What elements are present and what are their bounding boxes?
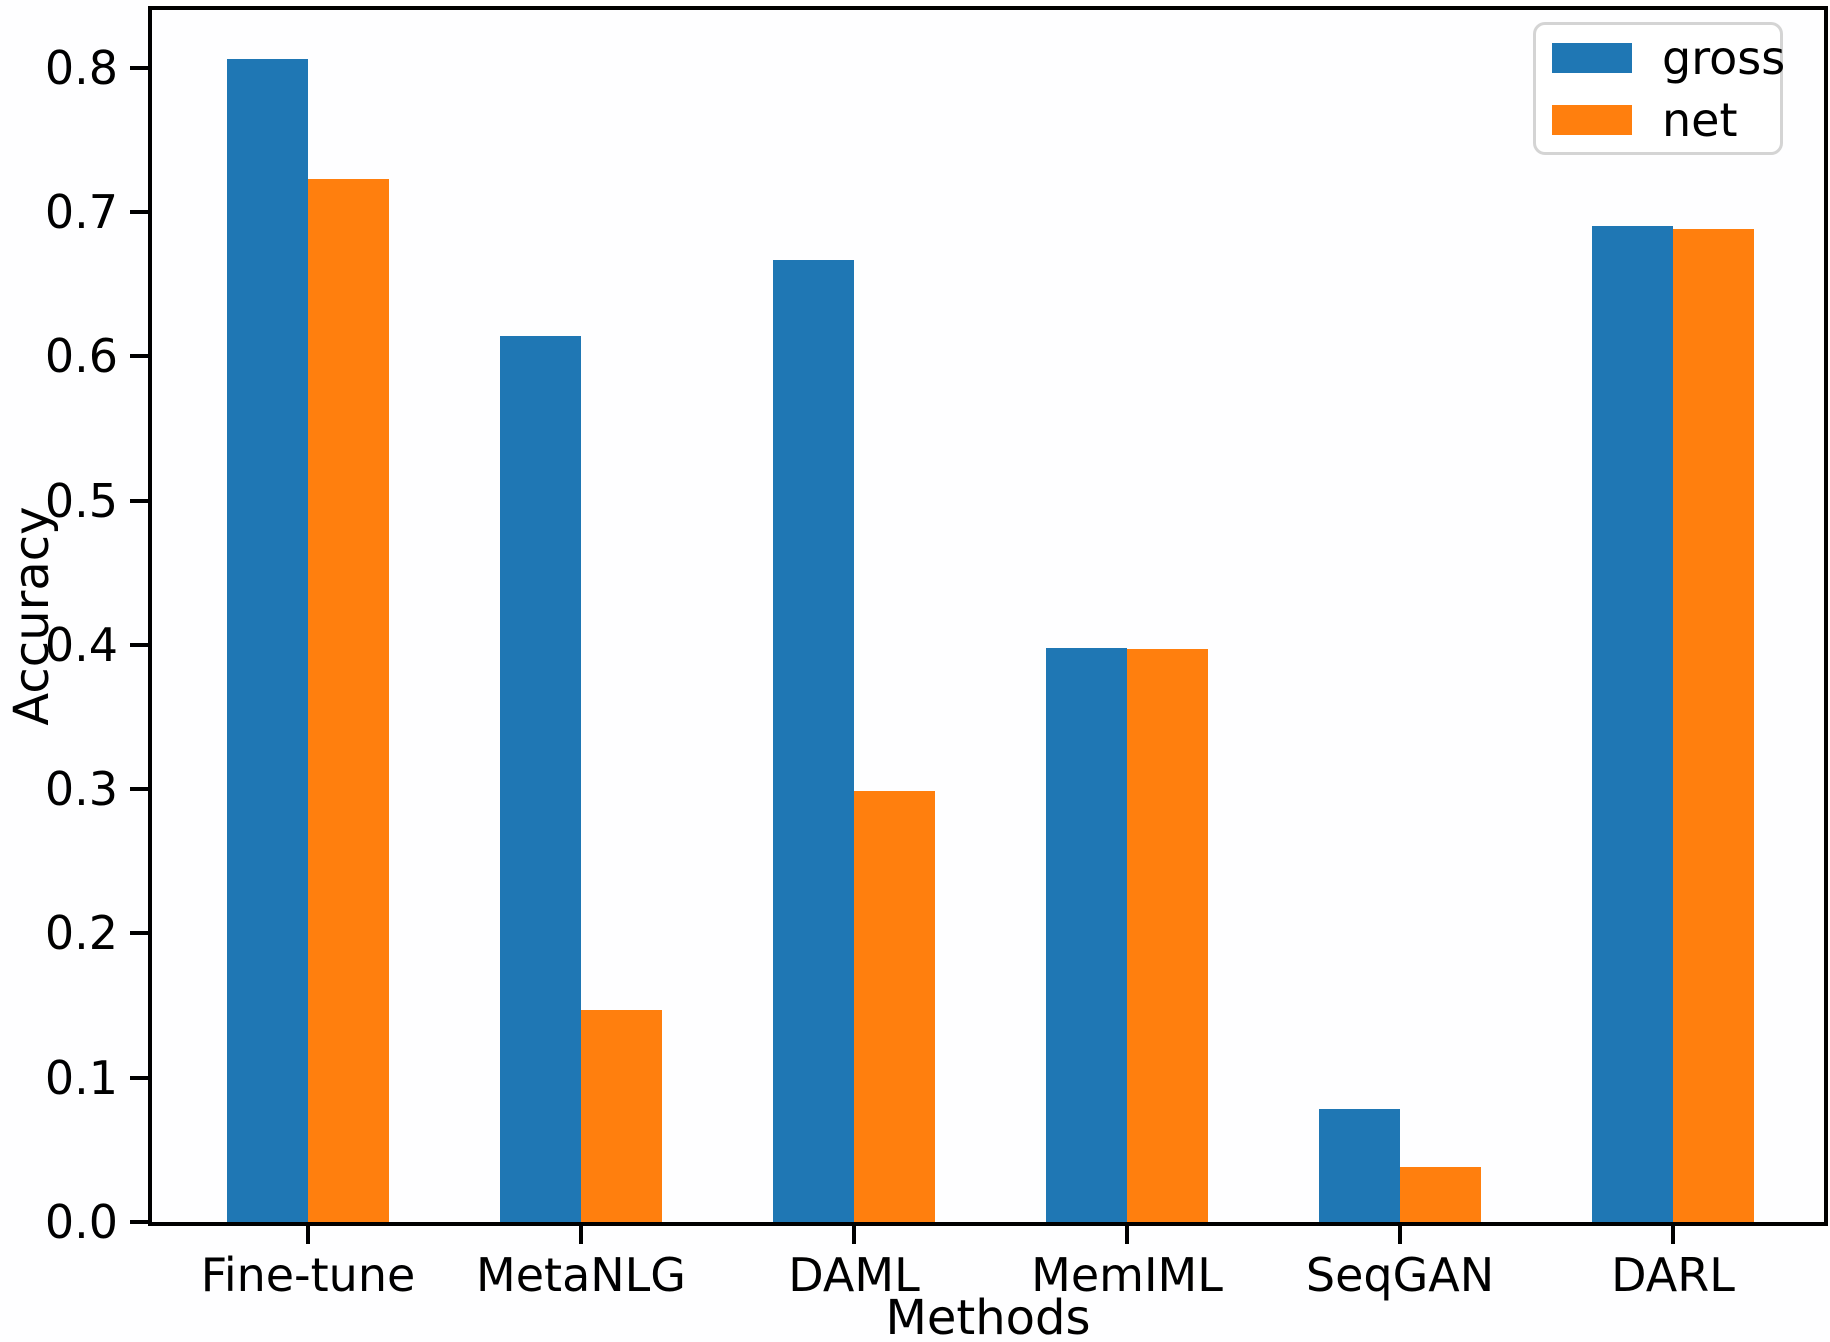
y-tick [130, 931, 148, 935]
bar-gross-daml [773, 260, 854, 1222]
y-tick-label: 0.4 [44, 618, 118, 672]
x-tick-label-fine-tune: Fine-tune [200, 1248, 416, 1302]
x-tick [306, 1226, 310, 1244]
x-tick-label-darl: DARL [1611, 1248, 1735, 1302]
y-tick-label: 0.7 [44, 185, 118, 239]
y-tick [130, 1076, 148, 1080]
bar-gross-metanlg [500, 336, 581, 1222]
bar-net-metanlg [581, 1010, 662, 1222]
y-tick [130, 499, 148, 503]
legend-label-net: net [1662, 92, 1738, 147]
y-tick-label: 0.3 [44, 762, 118, 816]
y-tick-label: 0.6 [44, 329, 118, 383]
x-tick [1398, 1226, 1402, 1244]
legend-label-gross: gross [1662, 30, 1786, 85]
x-tick-label-metanlg: MetaNLG [476, 1248, 686, 1302]
bar-net-fine-tune [308, 179, 389, 1222]
legend-swatch-gross [1552, 42, 1632, 73]
plot-area: 0.0 0.1 0.2 0.3 0.4 0.5 0.6 0.7 0.8 [45, 6, 1828, 1249]
y-tick [130, 66, 148, 70]
x-tick [852, 1226, 856, 1244]
x-tick [1125, 1226, 1129, 1244]
y-tick-label: 0.0 [44, 1195, 118, 1249]
bar-gross-fine-tune [227, 59, 308, 1222]
y-tick-label: 0.5 [44, 474, 118, 528]
y-tick [130, 354, 148, 358]
x-tick-label-seqgan: SeqGAN [1305, 1248, 1495, 1302]
bar-net-darl [1673, 229, 1754, 1222]
x-tick-label-daml: DAML [788, 1248, 920, 1302]
legend-item-net: net [1552, 97, 1780, 143]
y-tick-label: 0.8 [44, 41, 118, 95]
bar-net-daml [854, 791, 935, 1222]
bar-gross-darl [1592, 226, 1673, 1222]
x-tick [1671, 1226, 1675, 1244]
y-tick [130, 210, 148, 214]
bar-gross-memiml [1046, 648, 1127, 1222]
bar-net-seqgan [1400, 1167, 1481, 1222]
y-axis-label: Accuracy [4, 506, 60, 726]
y-tick-label: 0.2 [44, 906, 118, 960]
bar-net-memiml [1127, 649, 1208, 1222]
y-tick-label: 0.1 [44, 1051, 118, 1105]
legend: gross net [1533, 22, 1785, 155]
legend-swatch-net [1552, 104, 1632, 135]
x-axis-label: Methods [885, 1290, 1091, 1342]
y-tick [130, 1220, 148, 1224]
bar-gross-seqgan [1319, 1109, 1400, 1222]
y-tick [130, 643, 148, 647]
x-tick-label-memiml: MemIML [1031, 1248, 1223, 1302]
y-tick [130, 787, 148, 791]
x-tick [579, 1226, 583, 1244]
legend-item-gross: gross [1552, 35, 1785, 81]
